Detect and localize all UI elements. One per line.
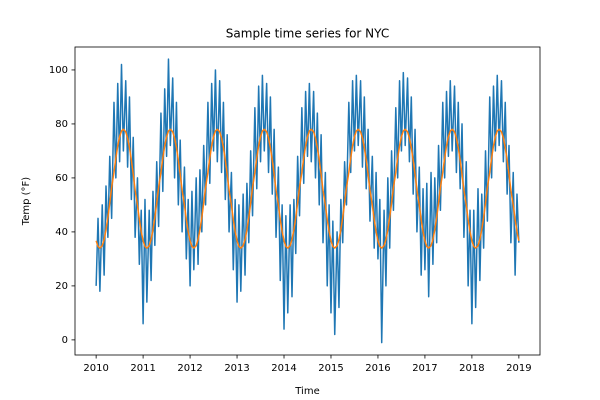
x-axis-label: Time xyxy=(294,386,319,397)
y-tick-label: 100 xyxy=(49,65,68,76)
y-tick-label: 60 xyxy=(55,173,68,184)
x-tick-label: 2013 xyxy=(224,363,249,374)
y-tick-label: 80 xyxy=(55,119,68,130)
x-tick-label: 2014 xyxy=(271,363,296,374)
x-tick-label: 2010 xyxy=(83,363,108,374)
x-tick-label: 2019 xyxy=(506,363,531,374)
x-tick-label: 2017 xyxy=(412,363,437,374)
x-tick-label: 2011 xyxy=(130,363,155,374)
x-tick-label: 2015 xyxy=(318,363,343,374)
y-tick-label: 0 xyxy=(62,335,68,346)
x-tick-label: 2016 xyxy=(365,363,390,374)
y-axis-label: Temp (°F) xyxy=(21,177,32,226)
plot-frame xyxy=(74,46,541,356)
y-tick-label: 20 xyxy=(55,281,68,292)
x-tick-label: 2018 xyxy=(459,363,484,374)
y-tick-label: 40 xyxy=(55,227,68,238)
data-line xyxy=(95,58,520,344)
data-line xyxy=(95,128,520,249)
chart-title: Sample time series for NYC xyxy=(226,27,389,41)
x-tick-label: 2012 xyxy=(177,363,202,374)
